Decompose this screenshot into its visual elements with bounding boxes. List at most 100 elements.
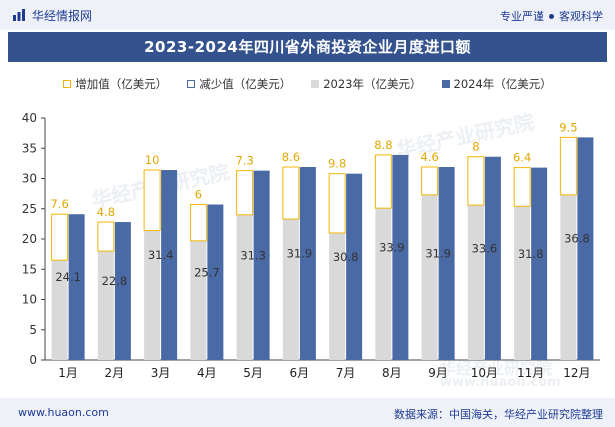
footer-source: 数据来源：中国海关，华经产业研究院整理 [394,408,603,421]
legend-label-2023: 2023年（亿美元） [323,77,422,91]
tagline-right: 客观科学 [559,10,603,23]
logo-text: 华经情报网 [32,8,93,23]
x-tick-label: 2月 [105,366,125,380]
tagline-dot-icon [549,13,554,19]
bar-2023 [144,230,161,360]
value-label-2024: 24.1 [55,270,81,284]
increase-label: 7.3 [235,154,253,168]
x-tick-label: 11月 [517,366,544,380]
bar-2024 [299,167,316,360]
value-label-2024: 31.8 [518,247,544,261]
legend-label-2024: 2024年（亿美元） [453,77,552,91]
watermark-text: 华经产业研究院 [440,359,553,378]
legend-label-increase: 增加值（亿美元） [75,77,168,91]
legend-item-2023: 2023年（亿美元） [311,76,422,92]
title-bar: 2023-2024年四川省外商投资企业月度进口额 [8,32,607,62]
chart-title: 2023-2024年四川省外商投资企业月度进口额 [144,38,471,56]
value-label-2024: 31.9 [287,247,313,261]
bar-increase [328,173,346,234]
bar-increase [97,221,115,252]
bar-2023 [97,251,114,360]
bar-2024 [484,156,501,360]
y-tick-label: 25 [22,202,37,216]
bar-2024 [68,214,85,360]
bar-2023 [375,208,392,360]
value-label-2024: 31.3 [240,248,266,262]
watermark-text: www.huaon.com [440,375,561,390]
x-tick-label: 1月 [58,366,78,380]
increase-label: 8.6 [282,150,300,164]
value-label-2024: 31.9 [425,247,451,261]
legend-label-decrease: 减少值（亿美元） [199,77,292,91]
tagline: 专业严谨 客观科学 [500,8,603,24]
bar-increase [282,166,300,220]
increase-label: 4.6 [420,150,438,164]
bar-increase [559,136,577,196]
bar-2023 [514,206,531,360]
y-tick-label: 35 [22,141,37,155]
x-tick-label: 3月 [151,366,171,380]
footer: www.huaon.com 数据来源：中国海关，华经产业研究院整理 [0,398,615,427]
bar-2024 [114,222,131,360]
bar-2023 [51,260,68,360]
y-tick-label: 0 [29,353,37,367]
value-label-2024: 22.8 [102,274,128,288]
bar-2023 [421,194,438,360]
legend-item-increase: 增加值（亿美元） [63,76,167,92]
y-tick-label: 15 [22,262,37,276]
footer-site: www.huaon.com [18,406,109,419]
legend-item-2024: 2024年（亿美元） [441,76,552,92]
legend-item-decrease: 减少值（亿美元） [187,76,291,92]
y-tick-label: 40 [22,111,37,125]
bar-2023 [560,194,577,360]
legend: 增加值（亿美元） 减少值（亿美元） 2023年（亿美元） 2024年（亿美元） [0,75,615,93]
increase-label: 6.4 [513,151,531,165]
x-tick-label: 10月 [471,366,498,380]
increase-label: 9.5 [559,120,577,134]
bar-2023 [282,219,299,360]
value-label-2024: 33.6 [472,241,498,255]
bar-increase [51,213,69,261]
bar-2024 [438,167,455,360]
bar-chart-logo-icon [13,9,25,21]
x-tick-label: 7月 [336,366,356,380]
bar-2024 [207,204,224,360]
x-tick-label: 8月 [382,366,402,380]
legend-swatch-decrease [187,80,196,88]
top-bar: 华经情报网 专业严谨 客观科学 [0,0,615,30]
bar-2023 [467,205,484,360]
bar-2024 [161,170,178,360]
increase-label: 9.8 [328,157,346,171]
bar-increase [189,204,207,242]
bar-increase [421,166,439,196]
bar-increase [374,154,392,209]
increase-label: 8 [472,140,479,154]
bar-2024 [253,170,270,360]
value-label-2024: 30.8 [333,250,359,264]
bar-2023 [329,232,346,360]
bar-2024 [531,167,548,360]
increase-label: 10 [145,153,160,167]
x-tick-label: 12月 [563,366,590,380]
bar-increase [143,169,161,232]
increase-label: 7.6 [50,197,68,211]
y-tick-label: 10 [22,293,37,307]
bar-2024 [392,154,409,360]
bar-2024 [577,137,594,360]
logo: 华经情报网 [12,7,92,23]
increase-label: 4.8 [97,205,115,219]
bar-increase [467,156,485,206]
value-label-2024: 31.4 [148,248,174,262]
bar-increase [513,167,531,207]
y-tick-label: 20 [22,232,37,246]
x-tick-label: 9月 [428,366,448,380]
bar-2024 [346,173,363,360]
y-tick-label: 5 [29,323,37,337]
increase-label: 6 [195,188,202,202]
bar-2023 [190,240,207,360]
legend-swatch-2023 [311,80,320,88]
legend-swatch-increase [63,80,72,88]
x-tick-label: 6月 [290,366,310,380]
value-label-2024: 25.7 [194,265,220,279]
